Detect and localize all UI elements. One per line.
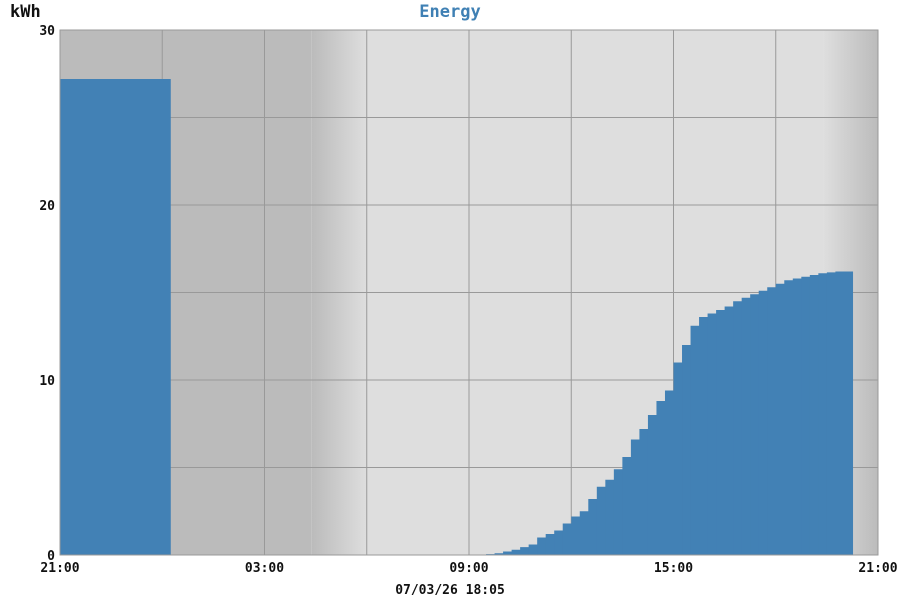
energy-bar: [596, 486, 606, 555]
energy-bars: [60, 79, 854, 556]
energy-bar: [528, 544, 538, 555]
timestamp-label: 07/03/26 18:05: [395, 583, 505, 598]
energy-bar: [775, 283, 785, 555]
energy-bar: [545, 534, 555, 555]
energy-bar: [699, 317, 709, 555]
energy-bar: [835, 271, 845, 555]
energy-bar: [579, 511, 589, 555]
energy-bar: [818, 273, 828, 555]
energy-bar: [716, 310, 726, 555]
y-tick-label: 10: [39, 374, 55, 389]
energy-bar: [826, 272, 836, 555]
energy-bar: [733, 301, 743, 555]
energy-bar: [520, 547, 530, 555]
energy-bar: [613, 469, 623, 555]
energy-bar: [784, 280, 794, 555]
energy-bar: [639, 429, 649, 555]
x-tick-label: 15:00: [654, 561, 693, 576]
energy-bar: [767, 287, 777, 555]
energy-bar: [707, 313, 717, 555]
y-tick-labels: 0 10 20 30: [39, 24, 55, 564]
energy-bar: [554, 530, 564, 555]
energy-bar: [664, 390, 675, 555]
y-tick-label: 20: [39, 199, 55, 214]
energy-bar: [630, 439, 641, 555]
energy-bar: [605, 479, 615, 555]
energy-bar: [511, 549, 521, 555]
x-tick-label: 09:00: [449, 561, 488, 576]
energy-bar: [809, 275, 819, 555]
plot-frame: [59, 29, 879, 556]
energy-bar: [588, 499, 598, 555]
energy-bar: [622, 457, 632, 555]
y-tick-label: 0: [47, 549, 55, 564]
energy-bar: [562, 523, 572, 555]
energy-bar: [647, 415, 658, 555]
energy-bar: [537, 537, 547, 555]
energy-bar: [792, 278, 802, 555]
previous-day-total-bar: [60, 79, 171, 555]
energy-bar: [758, 290, 768, 555]
energy-bar: [656, 401, 666, 555]
energy-bar: [690, 325, 700, 555]
x-tick-label: 21:00: [40, 561, 79, 576]
energy-bar: [682, 345, 692, 555]
energy-bar: [503, 551, 513, 555]
x-tick-labels: 21:00 03:00 09:00 15:00 21:00: [40, 561, 897, 576]
y-axis-unit-label: kWh: [10, 2, 41, 22]
energy-bar: [843, 271, 854, 555]
energy-bar: [673, 362, 683, 555]
energy-bar: [571, 516, 581, 555]
energy-bar: [750, 294, 760, 555]
chart-title: Energy: [419, 2, 480, 22]
y-tick-label: 30: [39, 24, 55, 39]
energy-bar: [494, 553, 504, 555]
energy-bar: [801, 276, 811, 555]
energy-bar: [741, 297, 751, 555]
energy-bar: [724, 306, 734, 555]
x-tick-label: 21:00: [858, 561, 897, 576]
x-tick-label: 03:00: [245, 561, 284, 576]
